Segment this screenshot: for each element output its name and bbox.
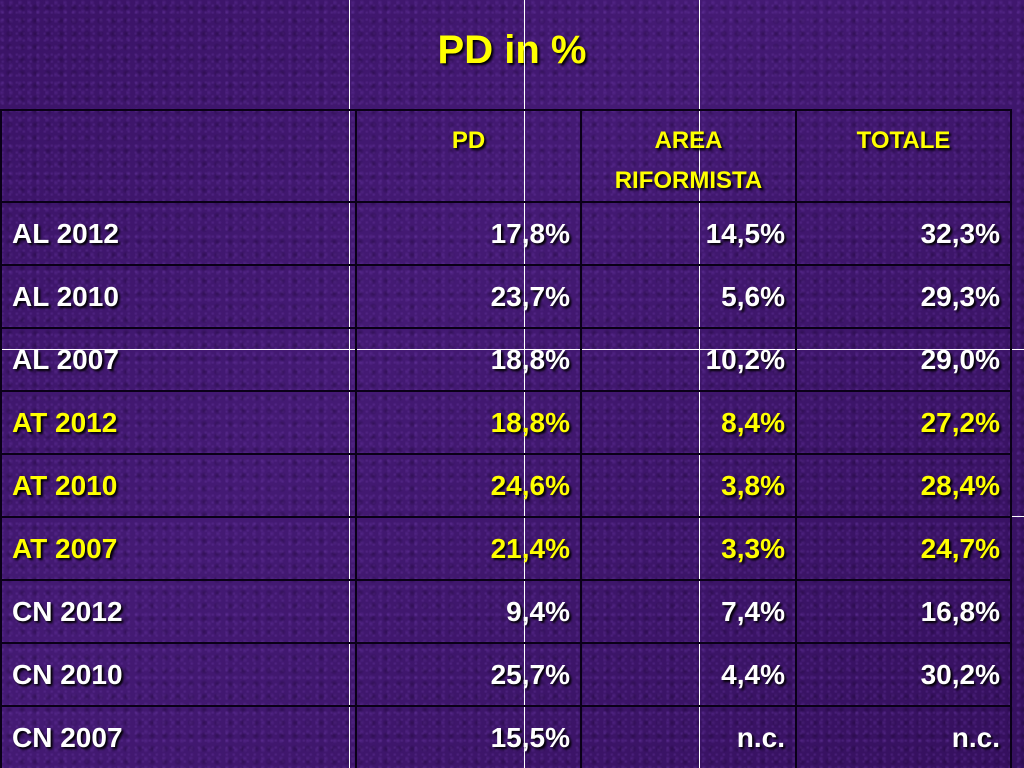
cell-totale: n.c.: [795, 705, 1012, 768]
table-row: AT 2010 24,6% 3,8% 28,4%: [0, 453, 1012, 518]
cell-pd: 18,8%: [355, 390, 582, 455]
cell-area: n.c.: [580, 705, 797, 768]
header-area-riformista: AREA RIFORMISTA: [580, 109, 797, 203]
cell-totale: 24,7%: [795, 516, 1012, 581]
row-label: CN 2010: [0, 642, 357, 707]
header-label-cell: [0, 109, 357, 203]
cell-area: 14,5%: [580, 201, 797, 266]
cell-area: 7,4%: [580, 579, 797, 644]
cell-pd: 15,5%: [355, 705, 582, 768]
header-totale: TOTALE: [795, 109, 1012, 203]
table-row: AL 2007 18,8% 10,2% 29,0%: [0, 327, 1012, 392]
row-label: AL 2010: [0, 264, 357, 329]
table-row: AL 2012 17,8% 14,5% 32,3%: [0, 201, 1012, 266]
cell-totale: 16,8%: [795, 579, 1012, 644]
results-table: PD AREA RIFORMISTA TOTALE AL 2012 17,8% …: [0, 109, 1012, 768]
table-row: AL 2010 23,7% 5,6% 29,3%: [0, 264, 1012, 329]
table-row: AT 2012 18,8% 8,4% 27,2%: [0, 390, 1012, 455]
table-row: AT 2007 21,4% 3,3% 24,7%: [0, 516, 1012, 581]
cell-totale: 29,0%: [795, 327, 1012, 392]
cell-pd: 9,4%: [355, 579, 582, 644]
cell-pd: 24,6%: [355, 453, 582, 518]
row-label: AT 2007: [0, 516, 357, 581]
table-row: CN 2010 25,7% 4,4% 30,2%: [0, 642, 1012, 707]
header-pd: PD: [355, 109, 582, 203]
row-label: AL 2007: [0, 327, 357, 392]
cell-area: 5,6%: [580, 264, 797, 329]
cell-area: 3,3%: [580, 516, 797, 581]
table-row: CN 2007 15,5% n.c. n.c.: [0, 705, 1012, 768]
table-header-row: PD AREA RIFORMISTA TOTALE: [0, 109, 1012, 203]
cell-area: 10,2%: [580, 327, 797, 392]
row-label: CN 2007: [0, 705, 357, 768]
row-label: AL 2012: [0, 201, 357, 266]
cell-totale: 29,3%: [795, 264, 1012, 329]
cell-area: 4,4%: [580, 642, 797, 707]
cell-area: 3,8%: [580, 453, 797, 518]
cell-pd: 17,8%: [355, 201, 582, 266]
row-label: AT 2010: [0, 453, 357, 518]
row-label: AT 2012: [0, 390, 357, 455]
cell-pd: 21,4%: [355, 516, 582, 581]
slide-title: PD in %: [437, 28, 587, 72]
cell-totale: 32,3%: [795, 201, 1012, 266]
cell-totale: 28,4%: [795, 453, 1012, 518]
cell-pd: 23,7%: [355, 264, 582, 329]
row-label: CN 2012: [0, 579, 357, 644]
cell-area: 8,4%: [580, 390, 797, 455]
cell-totale: 30,2%: [795, 642, 1012, 707]
table-row: CN 2012 9,4% 7,4% 16,8%: [0, 579, 1012, 644]
cell-pd: 25,7%: [355, 642, 582, 707]
cell-pd: 18,8%: [355, 327, 582, 392]
cell-totale: 27,2%: [795, 390, 1012, 455]
